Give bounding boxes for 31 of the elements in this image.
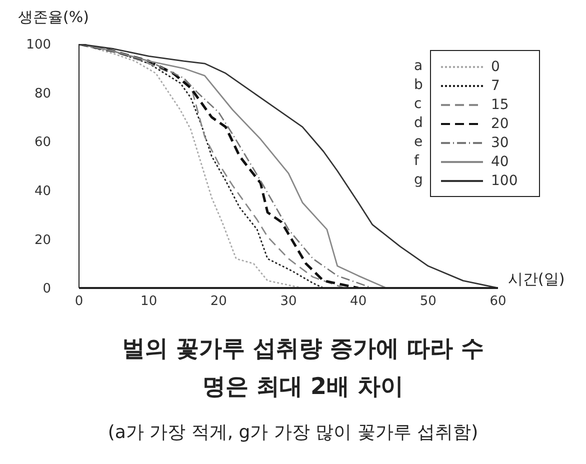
y-tick-label: 20: [34, 232, 51, 248]
x-tick-label: 0: [74, 294, 84, 310]
x-tick-label: 60: [490, 294, 506, 310]
legend-label: 7: [491, 78, 500, 94]
annotation: e: [414, 133, 423, 152]
y-tick-label: 40: [34, 184, 51, 200]
text: (a가 가장 적게, g가 가장 많이 꽃가루 섭취함): [106, 421, 480, 444]
legend-label: 0: [491, 58, 500, 74]
x-axis-title: 시간(일): [508, 270, 565, 289]
annotation: d: [414, 114, 423, 133]
annotation: c: [414, 95, 423, 114]
x-tick-label: 50: [420, 294, 436, 310]
legend-label: 40: [491, 154, 509, 170]
legend-label: 20: [491, 116, 509, 132]
y-tick-label: 80: [34, 86, 51, 102]
legend-label: 15: [491, 96, 509, 112]
annotation: g: [414, 171, 423, 190]
x-tick-label: 10: [140, 294, 158, 310]
y-axis-title: 생존율(%): [18, 8, 89, 27]
text: 벌의 꽃가루 섭취량 증가에 따라 수명은 최대 2배 차이: [120, 335, 486, 402]
legend-label: 100: [491, 172, 518, 188]
legend-label: 30: [491, 134, 509, 150]
annotation: f: [414, 152, 420, 171]
annotation: b: [414, 76, 423, 95]
annotation: a: [414, 57, 423, 76]
x-tick-label: 40: [350, 294, 367, 310]
y-tick-label: 60: [34, 135, 51, 150]
y-tick-label: 0: [42, 282, 51, 297]
x-tick-label: 20: [210, 294, 227, 310]
x-tick-label: 30: [280, 294, 297, 310]
y-tick-label: 100: [26, 38, 51, 53]
